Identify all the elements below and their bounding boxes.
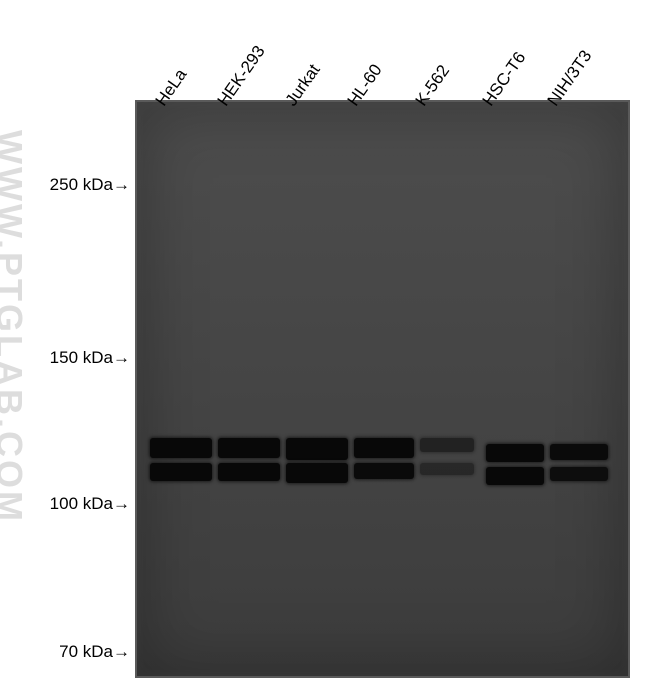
marker-label: 70 kDa→ — [0, 642, 130, 662]
band-upper — [486, 444, 544, 462]
lane-label: HEK-293 — [214, 42, 270, 110]
marker-label: 150 kDa→ — [0, 348, 130, 368]
band-upper — [550, 444, 608, 460]
band-lower — [218, 463, 280, 481]
band-upper — [420, 438, 474, 452]
band-lower — [286, 463, 348, 483]
blot-membrane — [135, 100, 630, 678]
band-upper — [354, 438, 414, 458]
lane-labels-group: HeLaHEK-293JurkatHL-60K-562HSC-T6NIH/3T3 — [0, 0, 650, 100]
marker-label: 100 kDa→ — [0, 494, 130, 514]
band-lower — [354, 463, 414, 479]
band-upper — [150, 438, 212, 458]
band-upper — [286, 438, 348, 460]
band-lower — [150, 463, 212, 481]
band-lower — [550, 467, 608, 481]
band-lower — [420, 463, 474, 475]
marker-label: 250 kDa→ — [0, 175, 130, 195]
blot-figure: WWW.PTGLAB.COM HeLaHEK-293JurkatHL-60K-5… — [0, 0, 650, 699]
band-lower — [486, 467, 544, 485]
band-upper — [218, 438, 280, 458]
